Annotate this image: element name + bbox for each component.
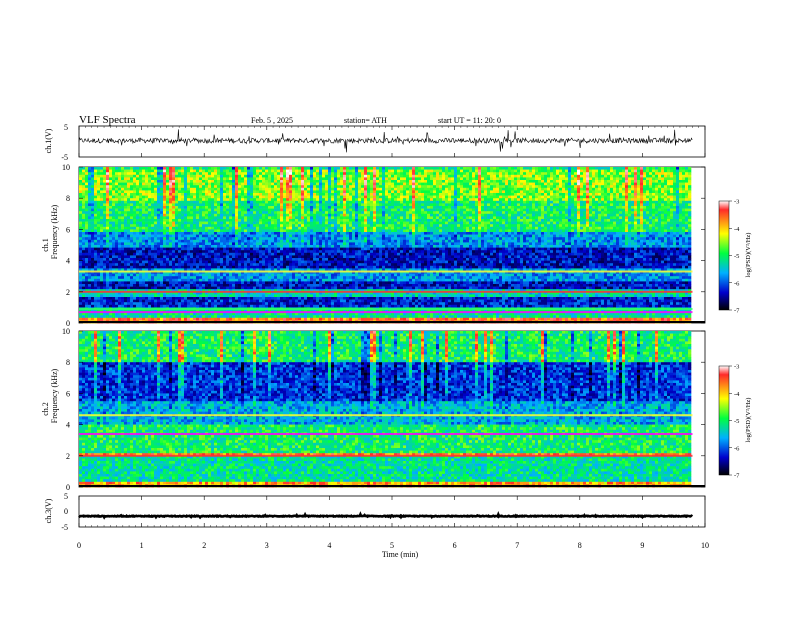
colorbar-tick: -7 — [734, 308, 740, 315]
x-tick-label: 9 — [640, 541, 644, 550]
x-tick-label: 6 — [453, 541, 457, 550]
ch3v-tick-top: 5 — [64, 492, 68, 501]
ch2-ylabel-channel: ch.2 — [41, 402, 50, 416]
panel-ch3-voltage: 5 0 -5 ch.3(V) — [44, 492, 705, 532]
ch1-ylabel-channel: ch.1 — [41, 238, 50, 252]
start-ut-label: start UT = 11: 20: 0 — [438, 116, 501, 125]
ch1v-tick-top: 5 — [64, 123, 68, 132]
panel-ch2-spectrogram: 10 8 6 4 2 0 ch.2 Frequency (kHz) — [41, 327, 705, 492]
colorbar-ch2: -3 -4 -5 -6 -7 log(PSD)(V²/Hz) — [719, 364, 752, 480]
colorbar-ch1: -3 -4 -5 -6 -7 log(PSD)(V²/Hz) — [719, 199, 752, 315]
ch1-ytick: 8 — [66, 194, 70, 203]
x-tick-label: 2 — [202, 541, 206, 550]
ch3v-ylabel: ch.3(V) — [44, 498, 53, 523]
chart-title: VLF Spectra — [79, 114, 136, 126]
colorbar-tick: -5 — [734, 253, 739, 260]
colorbar-ch2-label: log(PSD)(V²/Hz) — [745, 398, 752, 443]
ch1v-ylabel: ch.1(V) — [44, 128, 53, 153]
ch2-ytick: 4 — [66, 421, 70, 430]
colorbar-ch1-label: log(PSD)(V²/Hz) — [745, 233, 752, 278]
x-tick-label: 1 — [140, 541, 144, 550]
colorbar-tick: -7 — [734, 473, 740, 480]
ch2-ytick: 0 — [66, 483, 70, 492]
ch1-ytick: 4 — [66, 257, 70, 266]
colorbar-tick: -5 — [734, 418, 739, 425]
ch1-spectrogram — [79, 167, 705, 323]
colorbar-tick: -6 — [734, 445, 740, 452]
panel-ch1-voltage: 5 -5 ch.1(V) — [44, 123, 705, 162]
ch2-ytick: 8 — [66, 358, 70, 367]
colorbar-tick: -4 — [734, 226, 740, 233]
colorbar-tick: -6 — [734, 280, 740, 287]
x-tick-label: 0 — [77, 541, 81, 550]
ch2-ytick: 6 — [66, 389, 70, 398]
ch1-ytick: 10 — [62, 163, 70, 172]
x-tick-label: 5 — [390, 541, 394, 550]
colorbar-tick: -4 — [734, 391, 740, 398]
x-tick-label: 3 — [265, 541, 269, 550]
x-tick-label: 4 — [327, 541, 331, 550]
waveform-trace — [79, 514, 692, 517]
ch2-ylabel-frequency: Frequency (kHz) — [50, 368, 59, 423]
ch1v-tick-bottom: -5 — [61, 153, 68, 162]
ch2-ytick: 2 — [66, 452, 70, 461]
ch1-ytick: 6 — [66, 225, 70, 234]
colorbar-tick: -3 — [734, 364, 739, 371]
x-tick-label: 7 — [515, 541, 519, 550]
x-axis-label: Time (min) — [382, 550, 419, 559]
ch2-spectrogram — [79, 331, 705, 487]
ch2-ytick: 10 — [62, 327, 70, 336]
x-tick-label: 10 — [701, 541, 709, 550]
ch3-waveform — [79, 514, 692, 517]
x-tick-label: 8 — [578, 541, 582, 550]
date-label: Feb. 5 , 2025 — [251, 116, 293, 125]
colorbar-tick: -3 — [734, 199, 739, 206]
station-label: station= ATH — [344, 116, 387, 125]
ch3v-tick-bottom: -5 — [61, 523, 68, 532]
ch1-ylabel-frequency: Frequency (kHz) — [50, 204, 59, 259]
ch1-ytick: 2 — [66, 288, 70, 297]
ch3v-tick-mid: 0 — [64, 507, 68, 516]
